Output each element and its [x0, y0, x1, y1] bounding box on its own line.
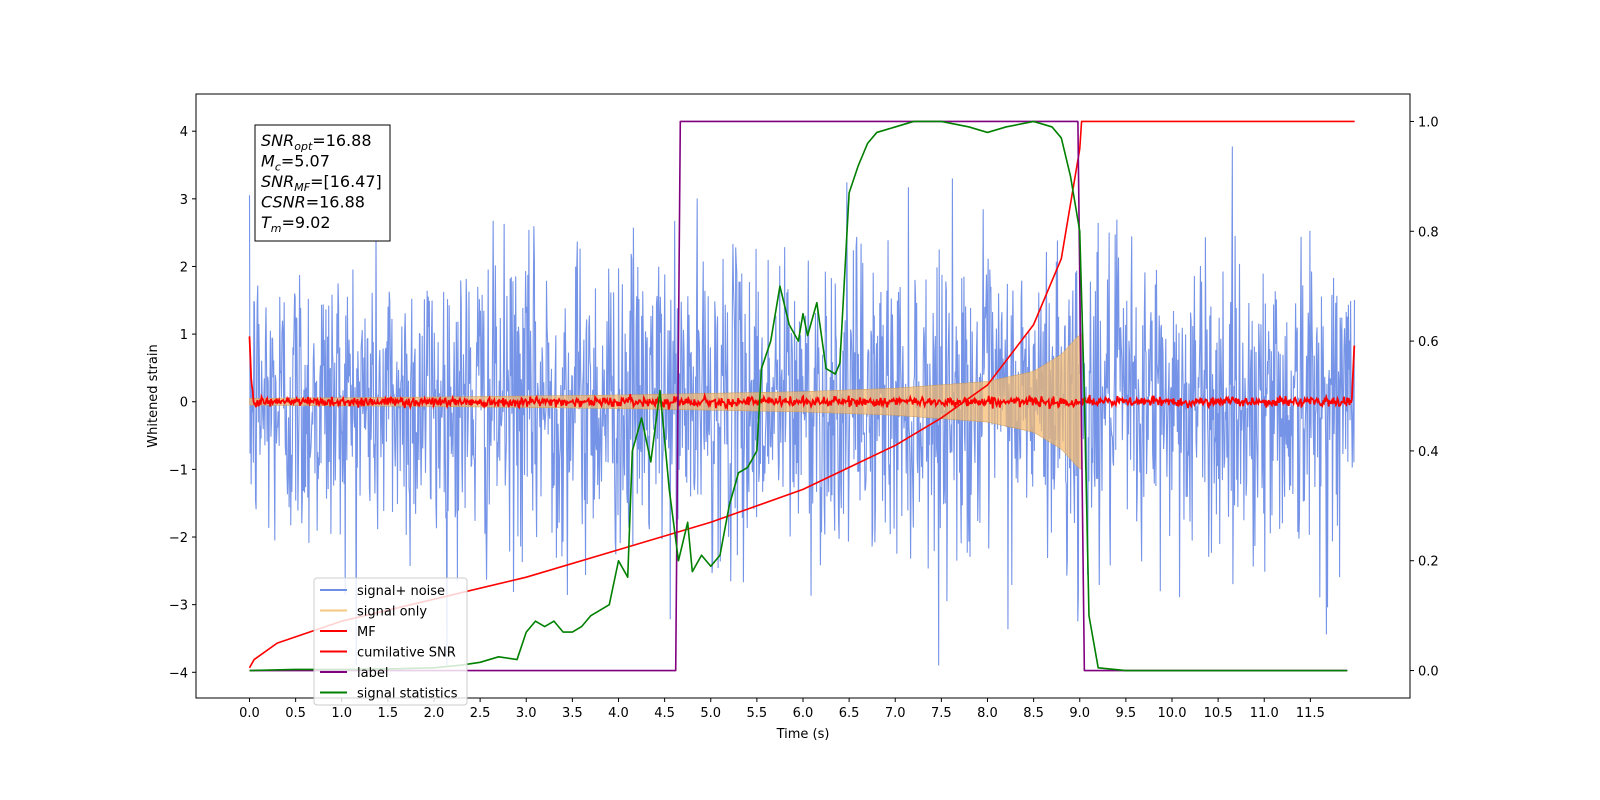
y-tick-label: 4 — [180, 125, 188, 140]
annotation-line: SNRMF=[16.47] — [261, 172, 382, 194]
annotation-line: CSNR=16.88 — [261, 193, 365, 212]
legend-label: MF — [357, 625, 376, 640]
x-tick-label: 9.5 — [1116, 706, 1137, 721]
y2-tick-label: 0.2 — [1418, 555, 1439, 570]
x-tick-label: 4.5 — [654, 706, 675, 721]
legend: signal+ noise signal only MF cumilative SNR… — [313, 577, 468, 706]
y-tick-label: −4 — [169, 666, 188, 681]
legend-entry: cumilative SNR — [320, 646, 456, 661]
legend-label: signal only — [357, 605, 427, 620]
series-signal-noise — [248, 146, 1355, 666]
x-tick-label: 3.0 — [516, 706, 537, 721]
x-tick-label: 4.0 — [608, 706, 629, 721]
legend-entry: signal only — [320, 605, 427, 620]
legend-label: signal+ noise — [357, 584, 445, 599]
annotation-line: Mc=5.07 — [261, 152, 330, 174]
x-tick-label: 8.0 — [977, 706, 998, 721]
x-tick-label: 5.0 — [700, 706, 721, 721]
y-tick-label: 0 — [180, 396, 188, 411]
x-tick-label: 7.5 — [931, 706, 952, 721]
legend-label: label — [357, 666, 388, 681]
legend-frame — [313, 577, 468, 706]
legend-entry: signal+ noise — [320, 584, 445, 599]
x-tick-label: 2.0 — [424, 706, 445, 721]
annotation-line: Tm=9.02 — [261, 213, 331, 235]
y-tick-label: 2 — [180, 260, 188, 275]
x-tick-label: 6.0 — [793, 706, 814, 721]
x-tick-label: 8.5 — [1023, 706, 1044, 721]
annotation-line: SNRopt=16.88 — [261, 131, 372, 153]
y-tick-label: 3 — [180, 193, 188, 208]
y-axis-label: Whitened strain — [146, 344, 161, 447]
axis-ticks: 0.0 0.5 1.0 1.5 2.0 2.5 3.0 3.5 4.0 4.5 5.0 5.5 6.0 6… — [169, 115, 1439, 721]
legend-entry: signal statistics — [320, 687, 458, 702]
x-tick-label: 7.0 — [885, 706, 906, 721]
x-tick-label: 1.5 — [378, 706, 399, 721]
y-tick-label: −3 — [169, 599, 188, 614]
series-signal-statistics — [249, 120, 1348, 672]
x-tick-label: 11.5 — [1296, 706, 1325, 721]
x-tick-label: 10.0 — [1158, 706, 1187, 721]
series-mf — [248, 336, 1356, 411]
y-tick-label: 1 — [180, 328, 188, 343]
y2-tick-label: 0.0 — [1418, 665, 1439, 680]
x-tick-label: 9.0 — [1069, 706, 1090, 721]
annotation-frame — [254, 124, 391, 242]
y2-tick-label: 1.0 — [1418, 115, 1439, 130]
x-tick-label: 0.0 — [239, 706, 260, 721]
x-tick-label: 2.5 — [470, 706, 491, 721]
y-tick-label: −1 — [169, 463, 188, 478]
legend-label: signal statistics — [357, 687, 458, 702]
legend-label: cumilative SNR — [357, 646, 456, 661]
x-tick-label: 1.0 — [331, 706, 352, 721]
x-axis-label: Time (s) — [776, 727, 830, 742]
x-tick-label: 11.0 — [1250, 706, 1279, 721]
x-tick-label: 0.5 — [285, 706, 306, 721]
x-tick-label: 3.5 — [562, 706, 583, 721]
x-tick-label: 6.5 — [839, 706, 860, 721]
y-tick-label: −2 — [169, 531, 188, 546]
legend-entry: MF — [320, 625, 376, 640]
x-tick-label: 10.5 — [1204, 706, 1233, 721]
x-tick-label: 5.5 — [747, 706, 768, 721]
snr-annotation-box: SNRopt=16.88Mc=5.07SNRMF=[16.47]CSNR=16.… — [254, 124, 391, 242]
y2-tick-label: 0.8 — [1418, 225, 1439, 240]
legend-entry: label — [320, 666, 388, 681]
y2-tick-label: 0.6 — [1418, 335, 1439, 350]
y2-tick-label: 0.4 — [1418, 445, 1439, 460]
